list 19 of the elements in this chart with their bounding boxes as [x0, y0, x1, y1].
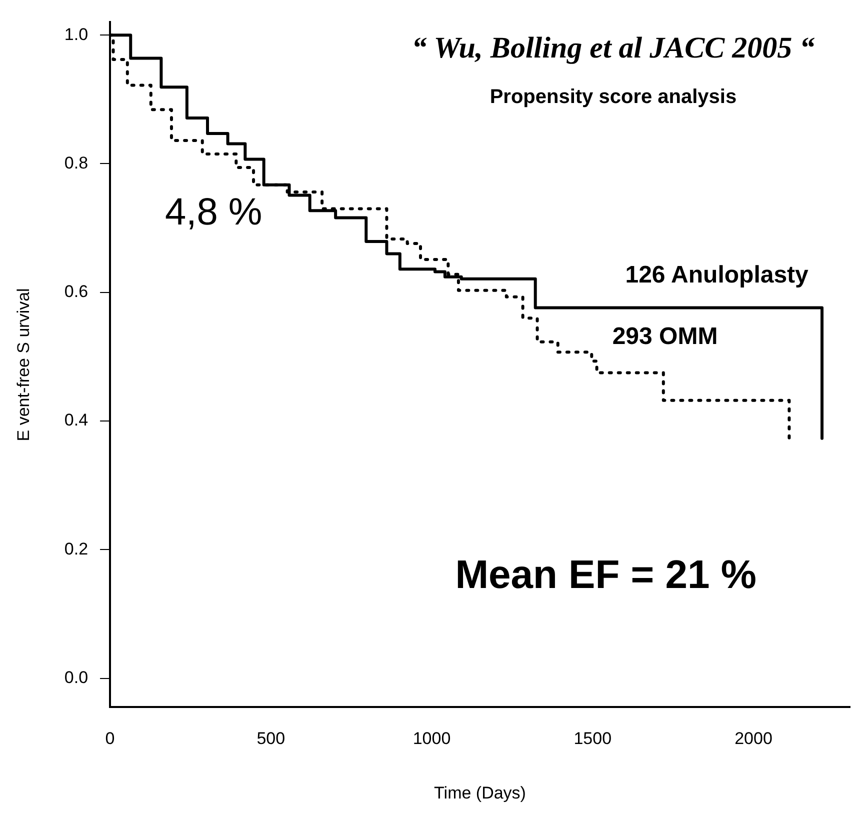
annotation: “ Wu, Bolling et al JACC 2005 “ — [412, 31, 815, 64]
series-label: 126 Anuloplasty — [625, 261, 810, 288]
y-tick-label: 0.4 — [64, 410, 88, 430]
y-tick-label: 0.0 — [64, 668, 88, 687]
y-axis-title: E vent-free S urvival — [14, 288, 33, 442]
x-tick-label: 0 — [105, 729, 115, 748]
x-tick-label: 2000 — [734, 729, 772, 748]
y-tick-label: 0.6 — [64, 282, 88, 302]
x-tick-label: 1000 — [412, 729, 451, 748]
annotation: Propensity score analysis — [490, 86, 737, 108]
y-tick-label: 0.2 — [64, 539, 88, 558]
annotation: Mean EF = 21 % — [455, 553, 756, 598]
x-axis-title: Time (Days) — [434, 783, 526, 802]
x-tick-label: 500 — [256, 729, 286, 748]
annotation: 4,8 % — [165, 191, 262, 234]
series-label: 293 OMM — [612, 322, 718, 350]
x-tick-label: 1500 — [574, 729, 612, 748]
y-tick-label: 1.0 — [64, 24, 88, 44]
y-tick-label: 0.8 — [64, 153, 88, 172]
